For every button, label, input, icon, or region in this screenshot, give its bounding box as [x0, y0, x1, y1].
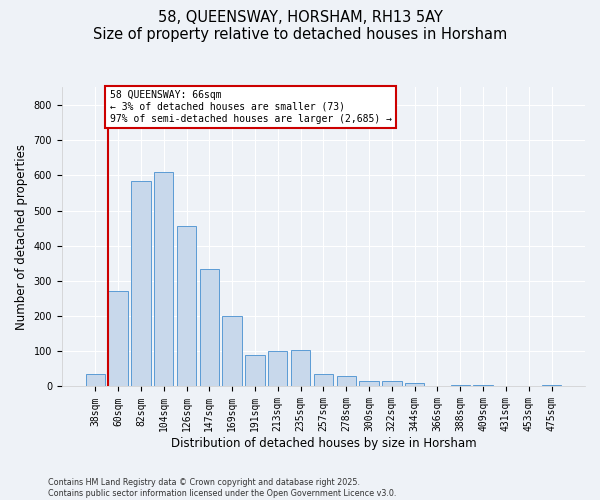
- Bar: [177, 226, 196, 386]
- Bar: [382, 381, 401, 386]
- Bar: [200, 268, 219, 386]
- Bar: [473, 384, 493, 386]
- Bar: [359, 381, 379, 386]
- Text: 58, QUEENSWAY, HORSHAM, RH13 5AY
Size of property relative to detached houses in: 58, QUEENSWAY, HORSHAM, RH13 5AY Size of…: [93, 10, 507, 42]
- Bar: [314, 374, 333, 386]
- Text: Contains HM Land Registry data © Crown copyright and database right 2025.
Contai: Contains HM Land Registry data © Crown c…: [48, 478, 397, 498]
- X-axis label: Distribution of detached houses by size in Horsham: Distribution of detached houses by size …: [170, 437, 476, 450]
- Bar: [291, 350, 310, 387]
- Text: 58 QUEENSWAY: 66sqm
← 3% of detached houses are smaller (73)
97% of semi-detache: 58 QUEENSWAY: 66sqm ← 3% of detached hou…: [110, 90, 392, 124]
- Bar: [405, 383, 424, 386]
- Bar: [154, 172, 173, 386]
- Bar: [337, 376, 356, 386]
- Y-axis label: Number of detached properties: Number of detached properties: [15, 144, 28, 330]
- Bar: [131, 180, 151, 386]
- Bar: [268, 352, 287, 386]
- Bar: [451, 384, 470, 386]
- Bar: [86, 374, 105, 386]
- Bar: [109, 292, 128, 386]
- Bar: [245, 355, 265, 386]
- Bar: [542, 384, 561, 386]
- Bar: [223, 316, 242, 386]
